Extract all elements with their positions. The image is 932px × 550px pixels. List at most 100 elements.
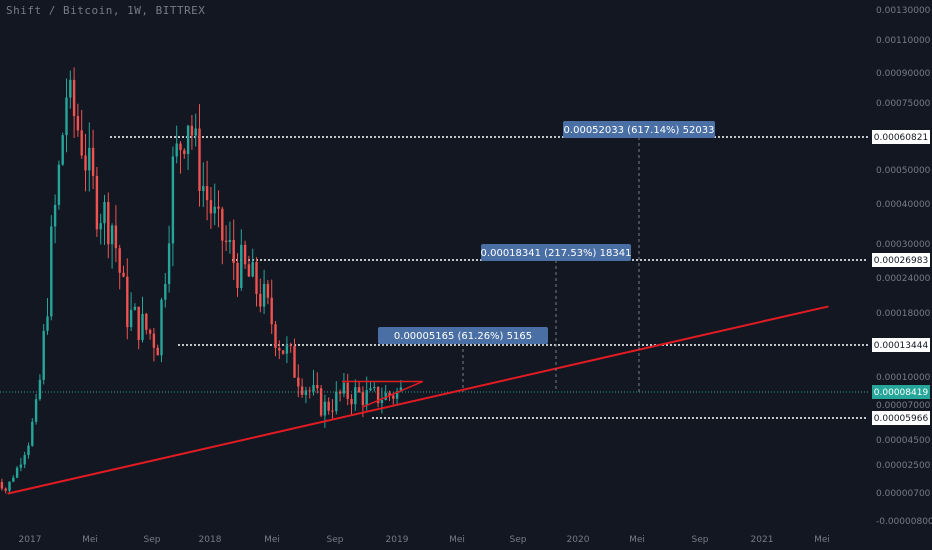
candle-body [338, 391, 342, 394]
y-tick-label: 0.00050000 [876, 166, 931, 176]
price-tag [872, 338, 930, 352]
candle-body [304, 390, 308, 395]
candle-body [297, 377, 300, 387]
candle-body [240, 244, 243, 289]
x-tick-label: Mei [82, 535, 98, 545]
x-tick-label: Sep [692, 535, 709, 545]
candle-body [84, 155, 87, 171]
candle-body [342, 382, 346, 394]
candle-body [141, 313, 144, 341]
price-tag [872, 130, 930, 144]
candle-body [259, 293, 262, 307]
candle-body [395, 391, 399, 399]
candle-body [0, 482, 4, 489]
x-tick-label: Mei [629, 535, 645, 545]
candle-body [198, 128, 201, 191]
annotation-text: 0.00005165 (61.26%) 5165 [394, 331, 532, 342]
candle-body [190, 125, 194, 136]
candle-body [103, 202, 106, 224]
candle-body [53, 204, 57, 227]
y-tick-label: 0.00130000 [876, 6, 931, 16]
y-tick-label: 0.00010000 [876, 373, 931, 383]
candle-body [110, 225, 114, 245]
x-tick-label: Mei [814, 535, 830, 545]
price-tag-label: 0.00026983 [874, 256, 928, 266]
candle-body [164, 284, 167, 300]
y-tick-label: 0.00000700 [876, 489, 931, 499]
candle-body [160, 299, 163, 356]
candle-body [278, 347, 281, 351]
annotation-label: 0.00018341 (217.53%) 18341 [481, 244, 631, 261]
candle-body [281, 350, 285, 354]
candle-body [213, 206, 216, 214]
triangle-pattern [342, 380, 424, 409]
candle-body [114, 225, 118, 249]
chart-title: Shift / Bitcoin, 1W, BITTREX [6, 4, 206, 17]
candle-body [262, 283, 266, 307]
x-tick-label: 2017 [19, 535, 42, 545]
candle-body [122, 272, 125, 277]
candle-body [107, 202, 110, 245]
candle-body [133, 306, 137, 310]
candle-body [12, 477, 15, 482]
candle-body [88, 147, 91, 171]
x-tick-label: 2021 [751, 535, 774, 545]
candle-body [179, 143, 182, 151]
price-tag [872, 385, 930, 399]
candle-body [69, 79, 72, 98]
candle-body [293, 346, 296, 378]
candle-body [319, 388, 323, 416]
candle-body [312, 384, 315, 392]
x-tick-label: Sep [510, 535, 527, 545]
candle-body [388, 392, 391, 396]
y-tick-label: 0.00030000 [876, 240, 931, 250]
annotation-label: 0.00052033 (617.14%) 52033 [563, 121, 715, 138]
candle-body [380, 399, 384, 404]
candle-body [266, 283, 270, 298]
candle-body [357, 387, 361, 393]
price-tag-label: 0.00013444 [874, 341, 929, 351]
candle-body [50, 226, 53, 317]
candle-body [175, 143, 178, 157]
candle-body [19, 464, 23, 468]
x-tick-label: 2018 [199, 535, 222, 545]
candle-body [392, 395, 395, 399]
candle-body [274, 324, 277, 348]
candle-body [167, 243, 171, 285]
trendline [7, 305, 829, 495]
candle-body [145, 313, 148, 330]
candle-body [23, 455, 26, 465]
candle-body [80, 130, 83, 156]
candle-body [331, 410, 334, 412]
y-tick-label: 0.00110000 [876, 36, 931, 46]
candle-body [126, 276, 129, 328]
candle-body [221, 208, 224, 241]
candle-body [365, 390, 368, 406]
candle-body [72, 79, 76, 117]
y-tick-label: 0.00002500 [876, 461, 931, 471]
candle-body [255, 262, 258, 294]
candle-body [194, 128, 197, 136]
candle-body [354, 387, 357, 405]
price-tag [872, 253, 930, 267]
x-tick-label: Mei [449, 535, 465, 545]
y-tick-label: 0.00040000 [876, 200, 931, 210]
candle-body [38, 379, 42, 400]
candle-body [316, 384, 319, 389]
candle-body [346, 382, 349, 399]
annotation-text: 0.00052033 (617.14%) 52033 [564, 125, 715, 136]
candle-body [152, 333, 156, 348]
candle-body [46, 316, 49, 331]
candle-body [129, 309, 133, 328]
candle-body [27, 445, 30, 456]
x-tick-label: Sep [144, 535, 161, 545]
candle-body [4, 488, 7, 491]
candle-body [61, 135, 64, 165]
candle-body [251, 262, 254, 277]
candle-body [209, 200, 213, 214]
candle-body [369, 388, 372, 391]
y-tick-label: 0.00018000 [876, 309, 931, 319]
candle-body [156, 347, 159, 356]
candle-body [42, 330, 45, 380]
